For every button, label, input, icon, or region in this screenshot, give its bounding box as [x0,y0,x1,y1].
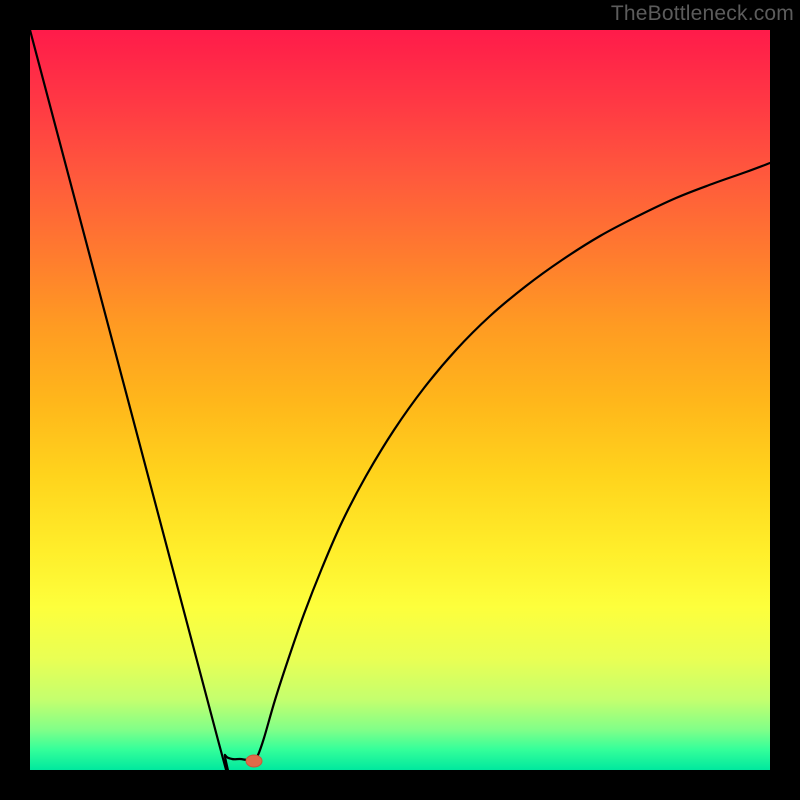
bottleneck-chart [0,0,800,800]
watermark-text: TheBottleneck.com [611,2,794,26]
chart-container: TheBottleneck.com [0,0,800,800]
optimal-point-marker [246,755,262,767]
chart-background [30,30,770,770]
